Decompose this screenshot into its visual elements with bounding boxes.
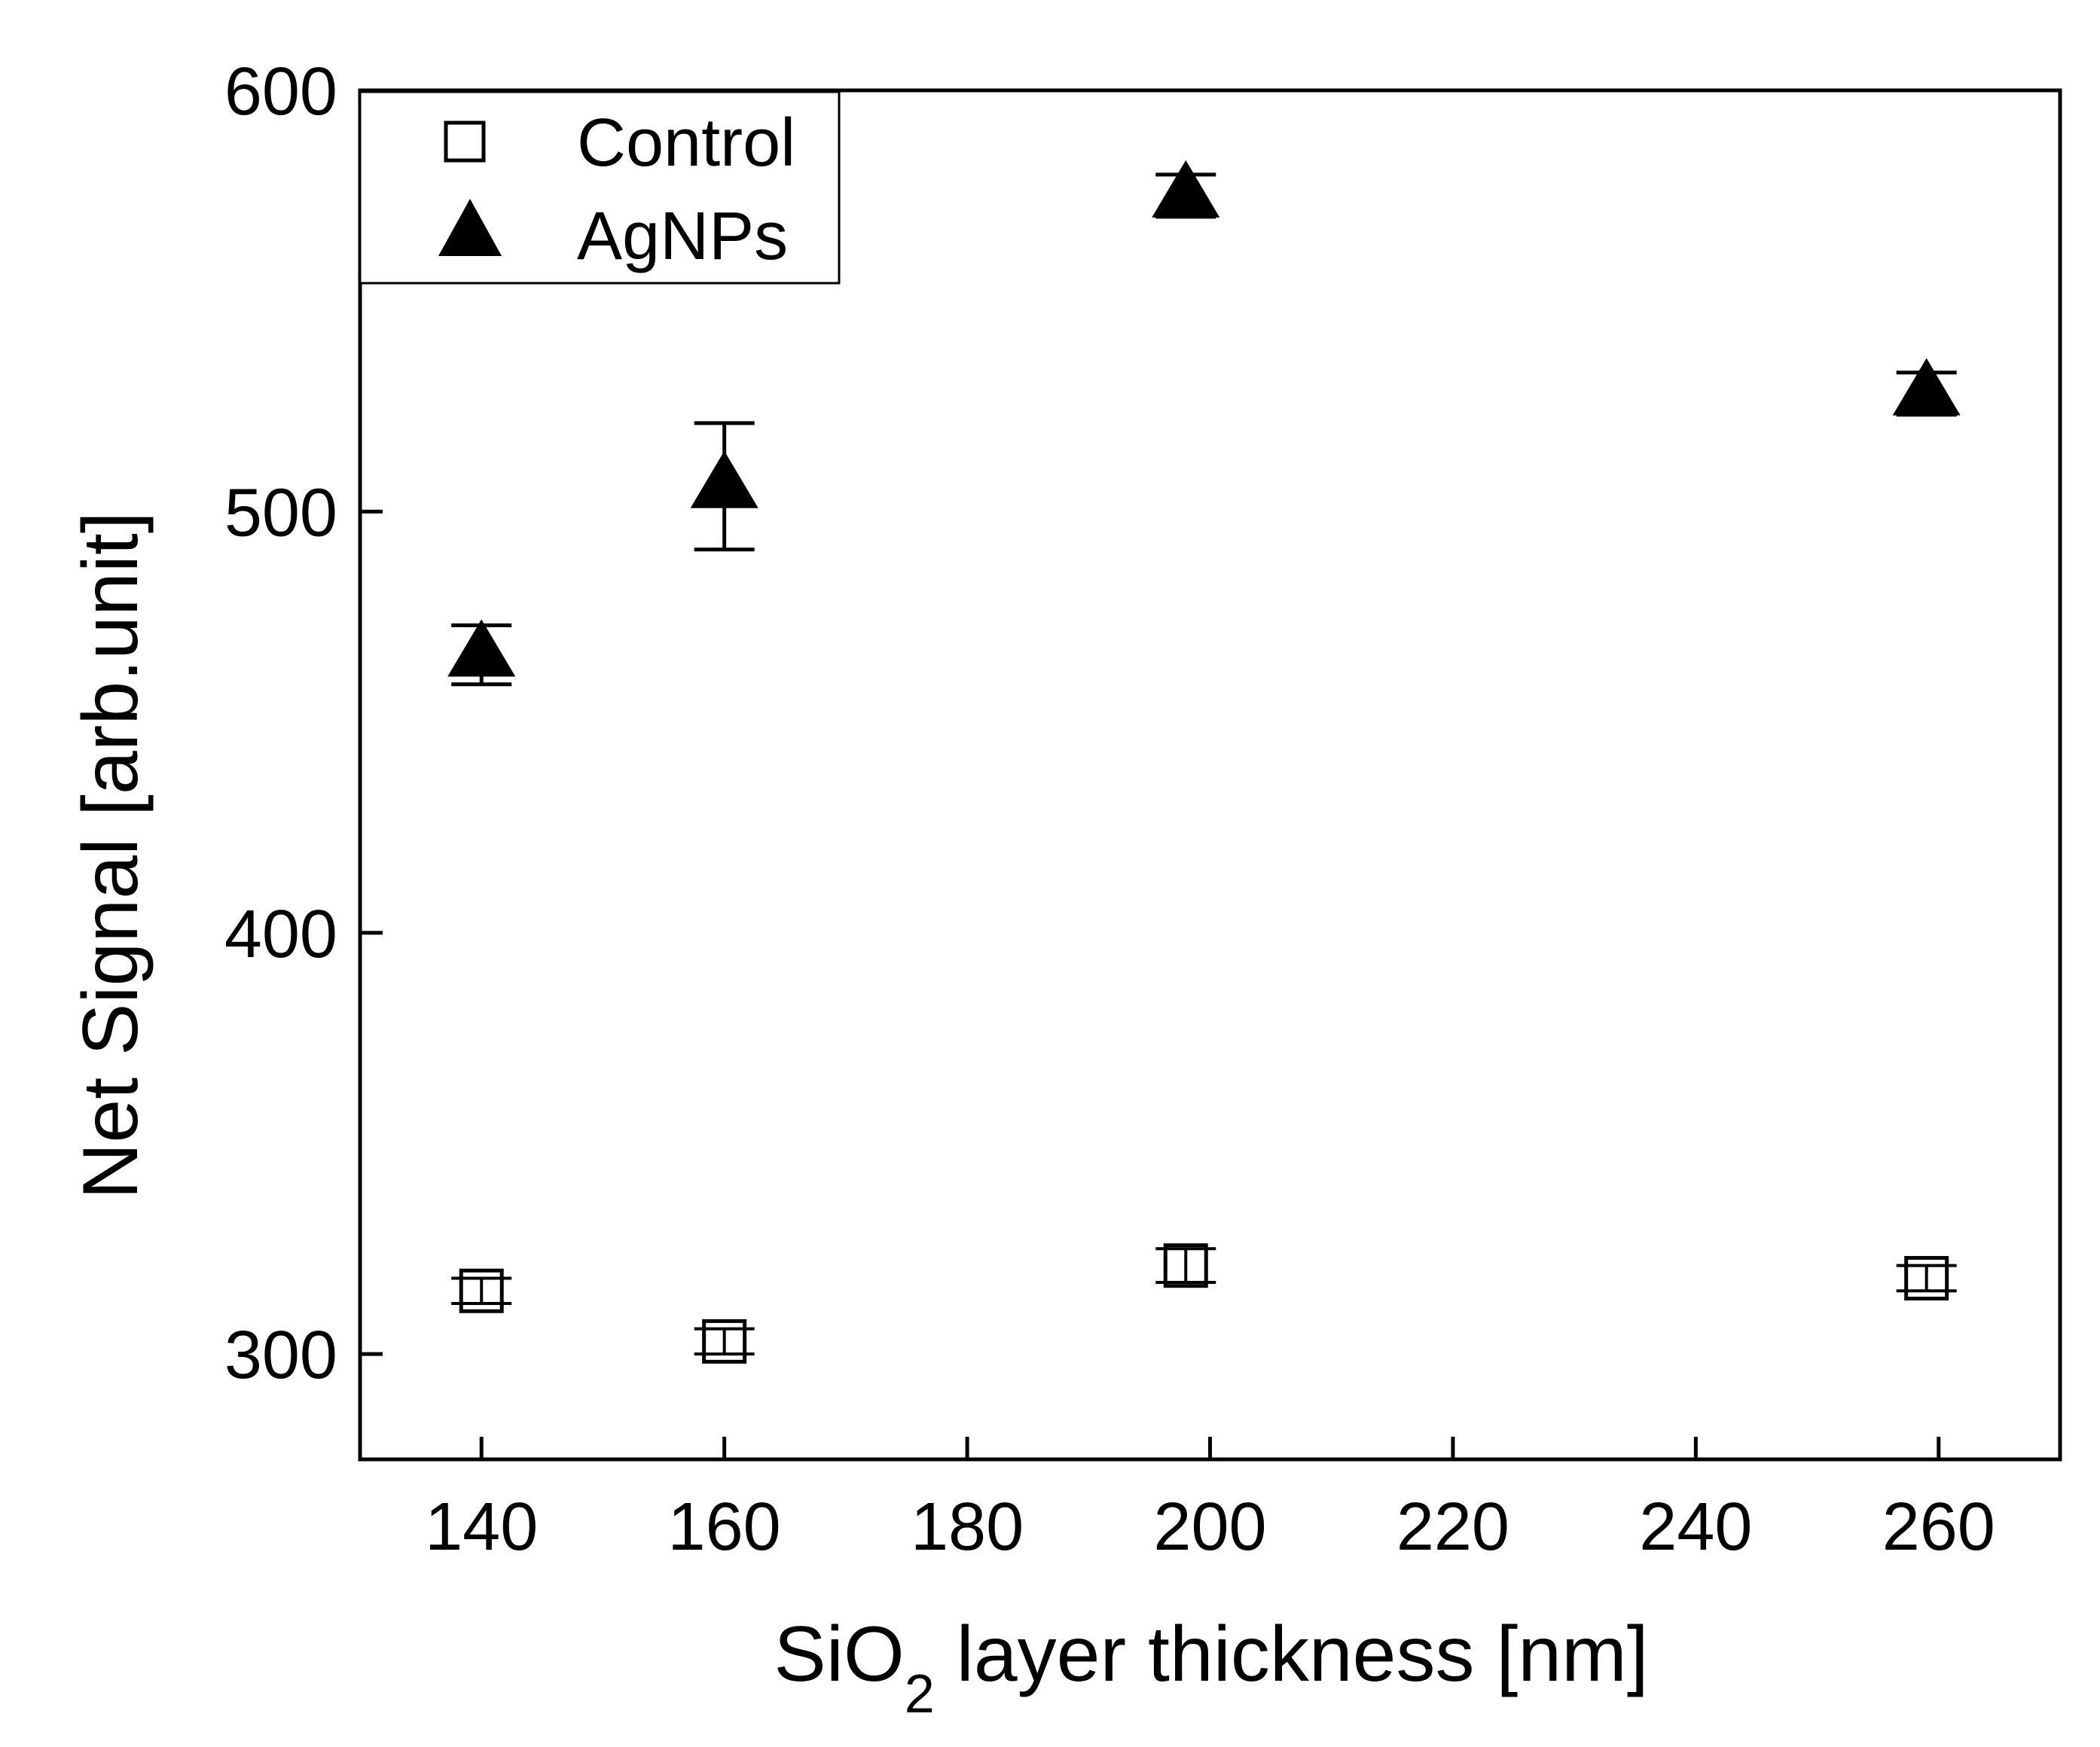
control-marker	[1163, 1243, 1208, 1288]
legend-agnps-marker	[438, 199, 502, 256]
agnps-marker	[1152, 160, 1220, 218]
y-tick-label: 400	[224, 897, 337, 972]
y-axis-title: Net Signal [arb.unit]	[67, 511, 154, 1199]
control-marker	[459, 1268, 504, 1313]
x-axis-title-rest: layer thickness [nm]	[935, 1611, 1649, 1698]
y-tick-label: 500	[224, 475, 337, 550]
legend-box	[359, 90, 841, 285]
axes	[358, 88, 2062, 1462]
control-point	[694, 1319, 755, 1364]
legend: Control AgNPs	[359, 90, 841, 285]
x-tick-label: 220	[1396, 1489, 1509, 1565]
x-tick-label: 260	[1882, 1489, 1995, 1565]
agnps-point	[1892, 358, 1961, 417]
agnps-point	[690, 421, 759, 552]
x-axis-title: SiO2 layer thickness [nm]	[774, 1611, 1648, 1724]
x-tick-label: 160	[668, 1489, 781, 1565]
legend-control-marker	[444, 120, 486, 163]
plot-frame	[358, 88, 2062, 1462]
agnps-point	[1152, 160, 1220, 219]
ticks: 140 160 180 200 220 240 260 300 400 500 600	[224, 54, 1995, 1565]
control-marker	[1904, 1255, 1949, 1300]
agnps-marker	[690, 450, 759, 508]
data-marks	[447, 160, 1961, 1364]
agnps-marker	[1892, 358, 1961, 416]
y-tick-label: 300	[224, 1318, 337, 1393]
x-tick-label: 240	[1639, 1489, 1752, 1565]
legend-agnps-label: AgNPs	[577, 199, 788, 274]
control-point	[1155, 1243, 1216, 1288]
control-point	[451, 1268, 512, 1313]
y-tick-label: 600	[224, 54, 337, 130]
x-tick-label: 180	[911, 1489, 1024, 1565]
control-point	[1896, 1255, 1957, 1300]
control-marker	[702, 1319, 747, 1364]
x-axis-title-subscript: 2	[905, 1664, 935, 1724]
legend-control-label: Control	[577, 105, 795, 181]
x-tick-label: 200	[1153, 1489, 1266, 1565]
x-tick-label: 140	[425, 1489, 538, 1565]
x-axis-title-base: SiO	[774, 1611, 904, 1698]
agnps-marker	[447, 619, 516, 677]
agnps-point	[447, 619, 516, 687]
